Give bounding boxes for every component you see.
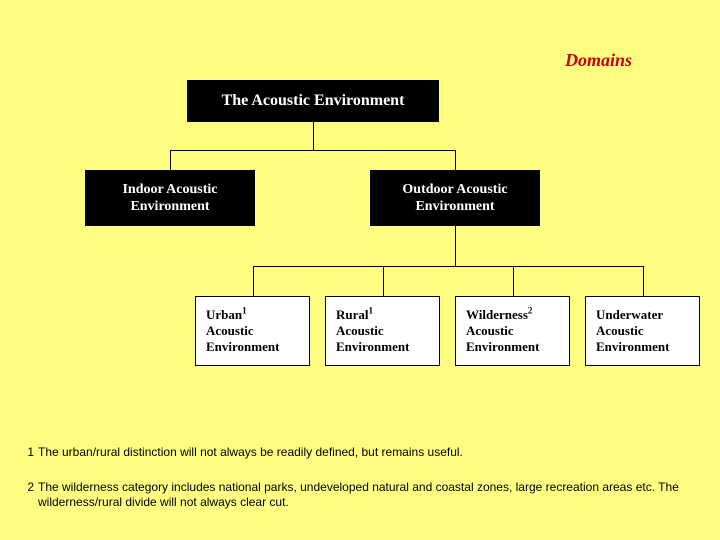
node-root: The Acoustic Environment (187, 80, 439, 122)
node-urban: Urban1AcousticEnvironment (195, 296, 310, 366)
node-wild: Wilderness2AcousticEnvironment (455, 296, 570, 366)
connector (170, 150, 171, 170)
connector (513, 266, 514, 296)
footnote-1: 1 The urban/rural distinction will not al… (22, 445, 702, 460)
connector (383, 266, 384, 296)
connector (455, 150, 456, 170)
connector (313, 122, 314, 150)
connector (253, 266, 254, 296)
node-wild-label: Wilderness2AcousticEnvironment (466, 307, 539, 356)
node-outdoor: Outdoor AcousticEnvironment (370, 170, 540, 226)
diagram-canvas: Domains The Acoustic Environment Indoor Ac… (0, 0, 720, 540)
page-title: Domains (565, 50, 632, 71)
node-rural: Rural1AcousticEnvironment (325, 296, 440, 366)
node-urban-label: Urban1AcousticEnvironment (206, 307, 279, 356)
node-indoor: Indoor AcousticEnvironment (85, 170, 255, 226)
node-rural-label: Rural1AcousticEnvironment (336, 307, 409, 356)
footnote-2: 2 The wilderness category includes nation… (22, 480, 702, 510)
node-under: UnderwaterAcousticEnvironment (585, 296, 700, 366)
connector (253, 266, 643, 267)
node-indoor-label: Indoor AcousticEnvironment (122, 181, 217, 216)
connector (643, 266, 644, 296)
connector (455, 226, 456, 266)
footnote-2-text: The wilderness category includes nationa… (38, 480, 688, 510)
node-under-label: UnderwaterAcousticEnvironment (596, 307, 669, 356)
footnote-2-num: 2 (22, 480, 34, 495)
footnote-1-text: The urban/rural distinction will not alw… (38, 445, 698, 460)
footnote-1-num: 1 (22, 445, 34, 460)
connector (170, 150, 455, 151)
node-outdoor-label: Outdoor AcousticEnvironment (402, 181, 507, 216)
node-root-label: The Acoustic Environment (222, 91, 405, 111)
